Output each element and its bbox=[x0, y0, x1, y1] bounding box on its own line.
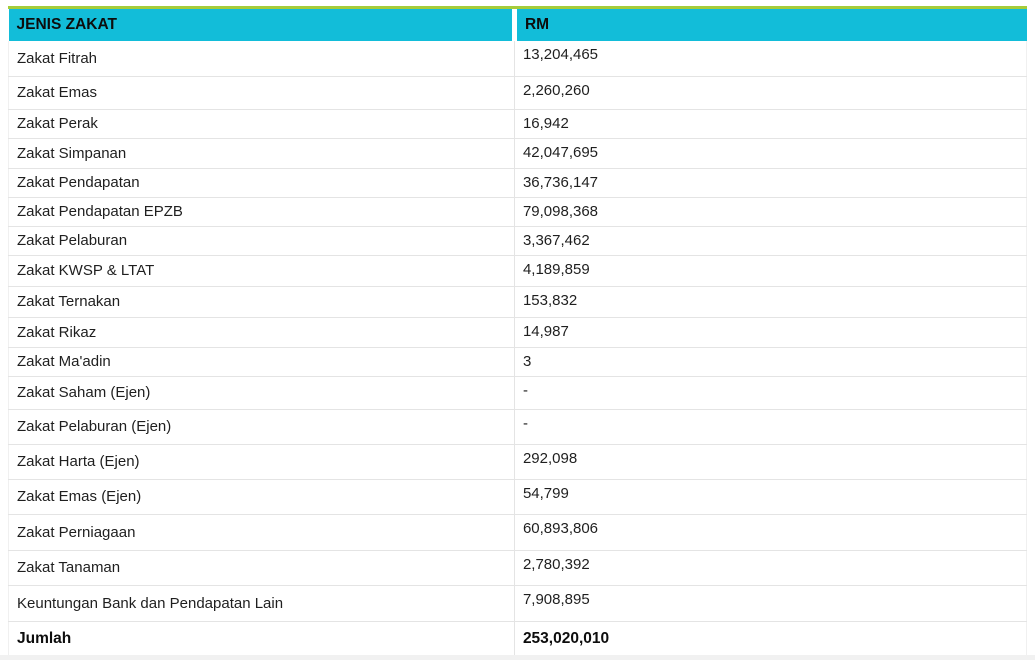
row-value: 42,047,695 bbox=[513, 138, 1028, 169]
row-value: 36,736,147 bbox=[513, 168, 1028, 198]
table-row: Zakat Pendapatan 36,736,147 bbox=[8, 168, 1028, 198]
row-label: Zakat KWSP & LTAT bbox=[8, 255, 515, 287]
table-header: JENIS ZAKAT RM bbox=[8, 9, 1027, 41]
row-label: Zakat Ternakan bbox=[8, 286, 515, 318]
table-row: Zakat KWSP & LTAT 4,189,859 bbox=[8, 255, 1028, 287]
table-body: Zakat Fitrah 13,204,465 Zakat Emas 2,260,26… bbox=[8, 41, 1028, 657]
row-value: 16,942 bbox=[513, 109, 1028, 139]
column-header-jenis-zakat: JENIS ZAKAT bbox=[8, 9, 515, 41]
bottom-edge-strip bbox=[0, 655, 1035, 660]
table-row: Zakat Saham (Ejen) - bbox=[8, 376, 1028, 410]
row-value: 2,260,260 bbox=[513, 76, 1028, 110]
row-label: Keuntungan Bank dan Pendapatan Lain bbox=[8, 585, 515, 622]
row-value: 14,987 bbox=[513, 317, 1028, 348]
table-row: Zakat Perak 16,942 bbox=[8, 109, 1028, 139]
row-value: 2,780,392 bbox=[513, 550, 1028, 586]
table-row: Zakat Ma'adin 3 bbox=[8, 347, 1028, 377]
table-row: Zakat Emas 2,260,260 bbox=[8, 76, 1028, 110]
row-value: 3,367,462 bbox=[513, 226, 1028, 256]
table-row: Keuntungan Bank dan Pendapatan Lain 7,908… bbox=[8, 585, 1028, 622]
row-label: Zakat Saham (Ejen) bbox=[8, 376, 515, 410]
table-row: Zakat Fitrah 13,204,465 bbox=[8, 41, 1028, 77]
row-value: 60,893,806 bbox=[513, 514, 1028, 551]
row-label: Zakat Harta (Ejen) bbox=[8, 444, 515, 480]
row-label: Zakat Pendapatan bbox=[8, 168, 515, 198]
header-row: JENIS ZAKAT RM bbox=[8, 9, 1027, 41]
table-row: Zakat Emas (Ejen) 54,799 bbox=[8, 479, 1028, 515]
table-row: Zakat Ternakan 153,832 bbox=[8, 286, 1028, 318]
row-value: 292,098 bbox=[513, 444, 1028, 480]
row-value: 153,832 bbox=[513, 286, 1028, 318]
column-header-rm: RM bbox=[511, 9, 1027, 41]
row-label: Zakat Emas bbox=[8, 76, 515, 110]
total-label: Jumlah bbox=[8, 621, 515, 657]
row-label: Zakat Rikaz bbox=[8, 317, 515, 348]
row-value: 54,799 bbox=[513, 479, 1028, 515]
table-row: Zakat Harta (Ejen) 292,098 bbox=[8, 444, 1028, 480]
row-label: Zakat Simpanan bbox=[8, 138, 515, 169]
row-label: Zakat Ma'adin bbox=[8, 347, 515, 377]
row-value: 7,908,895 bbox=[513, 585, 1028, 622]
accent-top-line bbox=[8, 6, 1027, 9]
table-row: Zakat Pelaburan 3,367,462 bbox=[8, 226, 1028, 256]
table-row: Zakat Rikaz 14,987 bbox=[8, 317, 1028, 348]
row-value: - bbox=[513, 376, 1028, 410]
row-label: Zakat Pendapatan EPZB bbox=[8, 197, 515, 227]
row-value: 79,098,368 bbox=[513, 197, 1028, 227]
row-value: 3 bbox=[513, 347, 1028, 377]
row-value: 13,204,465 bbox=[513, 41, 1028, 77]
table-row: Zakat Pendapatan EPZB 79,098,368 bbox=[8, 197, 1028, 227]
total-row: Jumlah 253,020,010 bbox=[8, 621, 1028, 657]
row-label: Zakat Perak bbox=[8, 109, 515, 139]
row-label: Zakat Fitrah bbox=[8, 41, 515, 77]
table-row: Zakat Tanaman 2,780,392 bbox=[8, 550, 1028, 586]
row-value: - bbox=[513, 409, 1028, 445]
zakat-table-container: JENIS ZAKAT RM Zakat Fitrah 13,204,465 Zak… bbox=[8, 6, 1028, 657]
row-label: Zakat Pelaburan (Ejen) bbox=[8, 409, 515, 445]
table-row: Zakat Simpanan 42,047,695 bbox=[8, 138, 1028, 169]
zakat-table: JENIS ZAKAT RM Zakat Fitrah 13,204,465 Zak… bbox=[8, 9, 1028, 657]
total-value: 253,020,010 bbox=[513, 621, 1028, 657]
row-label: Zakat Pelaburan bbox=[8, 226, 515, 256]
row-label: Zakat Tanaman bbox=[8, 550, 515, 586]
row-label: Zakat Perniagaan bbox=[8, 514, 515, 551]
table-row: Zakat Pelaburan (Ejen) - bbox=[8, 409, 1028, 445]
row-label: Zakat Emas (Ejen) bbox=[8, 479, 515, 515]
table-row: Zakat Perniagaan 60,893,806 bbox=[8, 514, 1028, 551]
row-value: 4,189,859 bbox=[513, 255, 1028, 287]
